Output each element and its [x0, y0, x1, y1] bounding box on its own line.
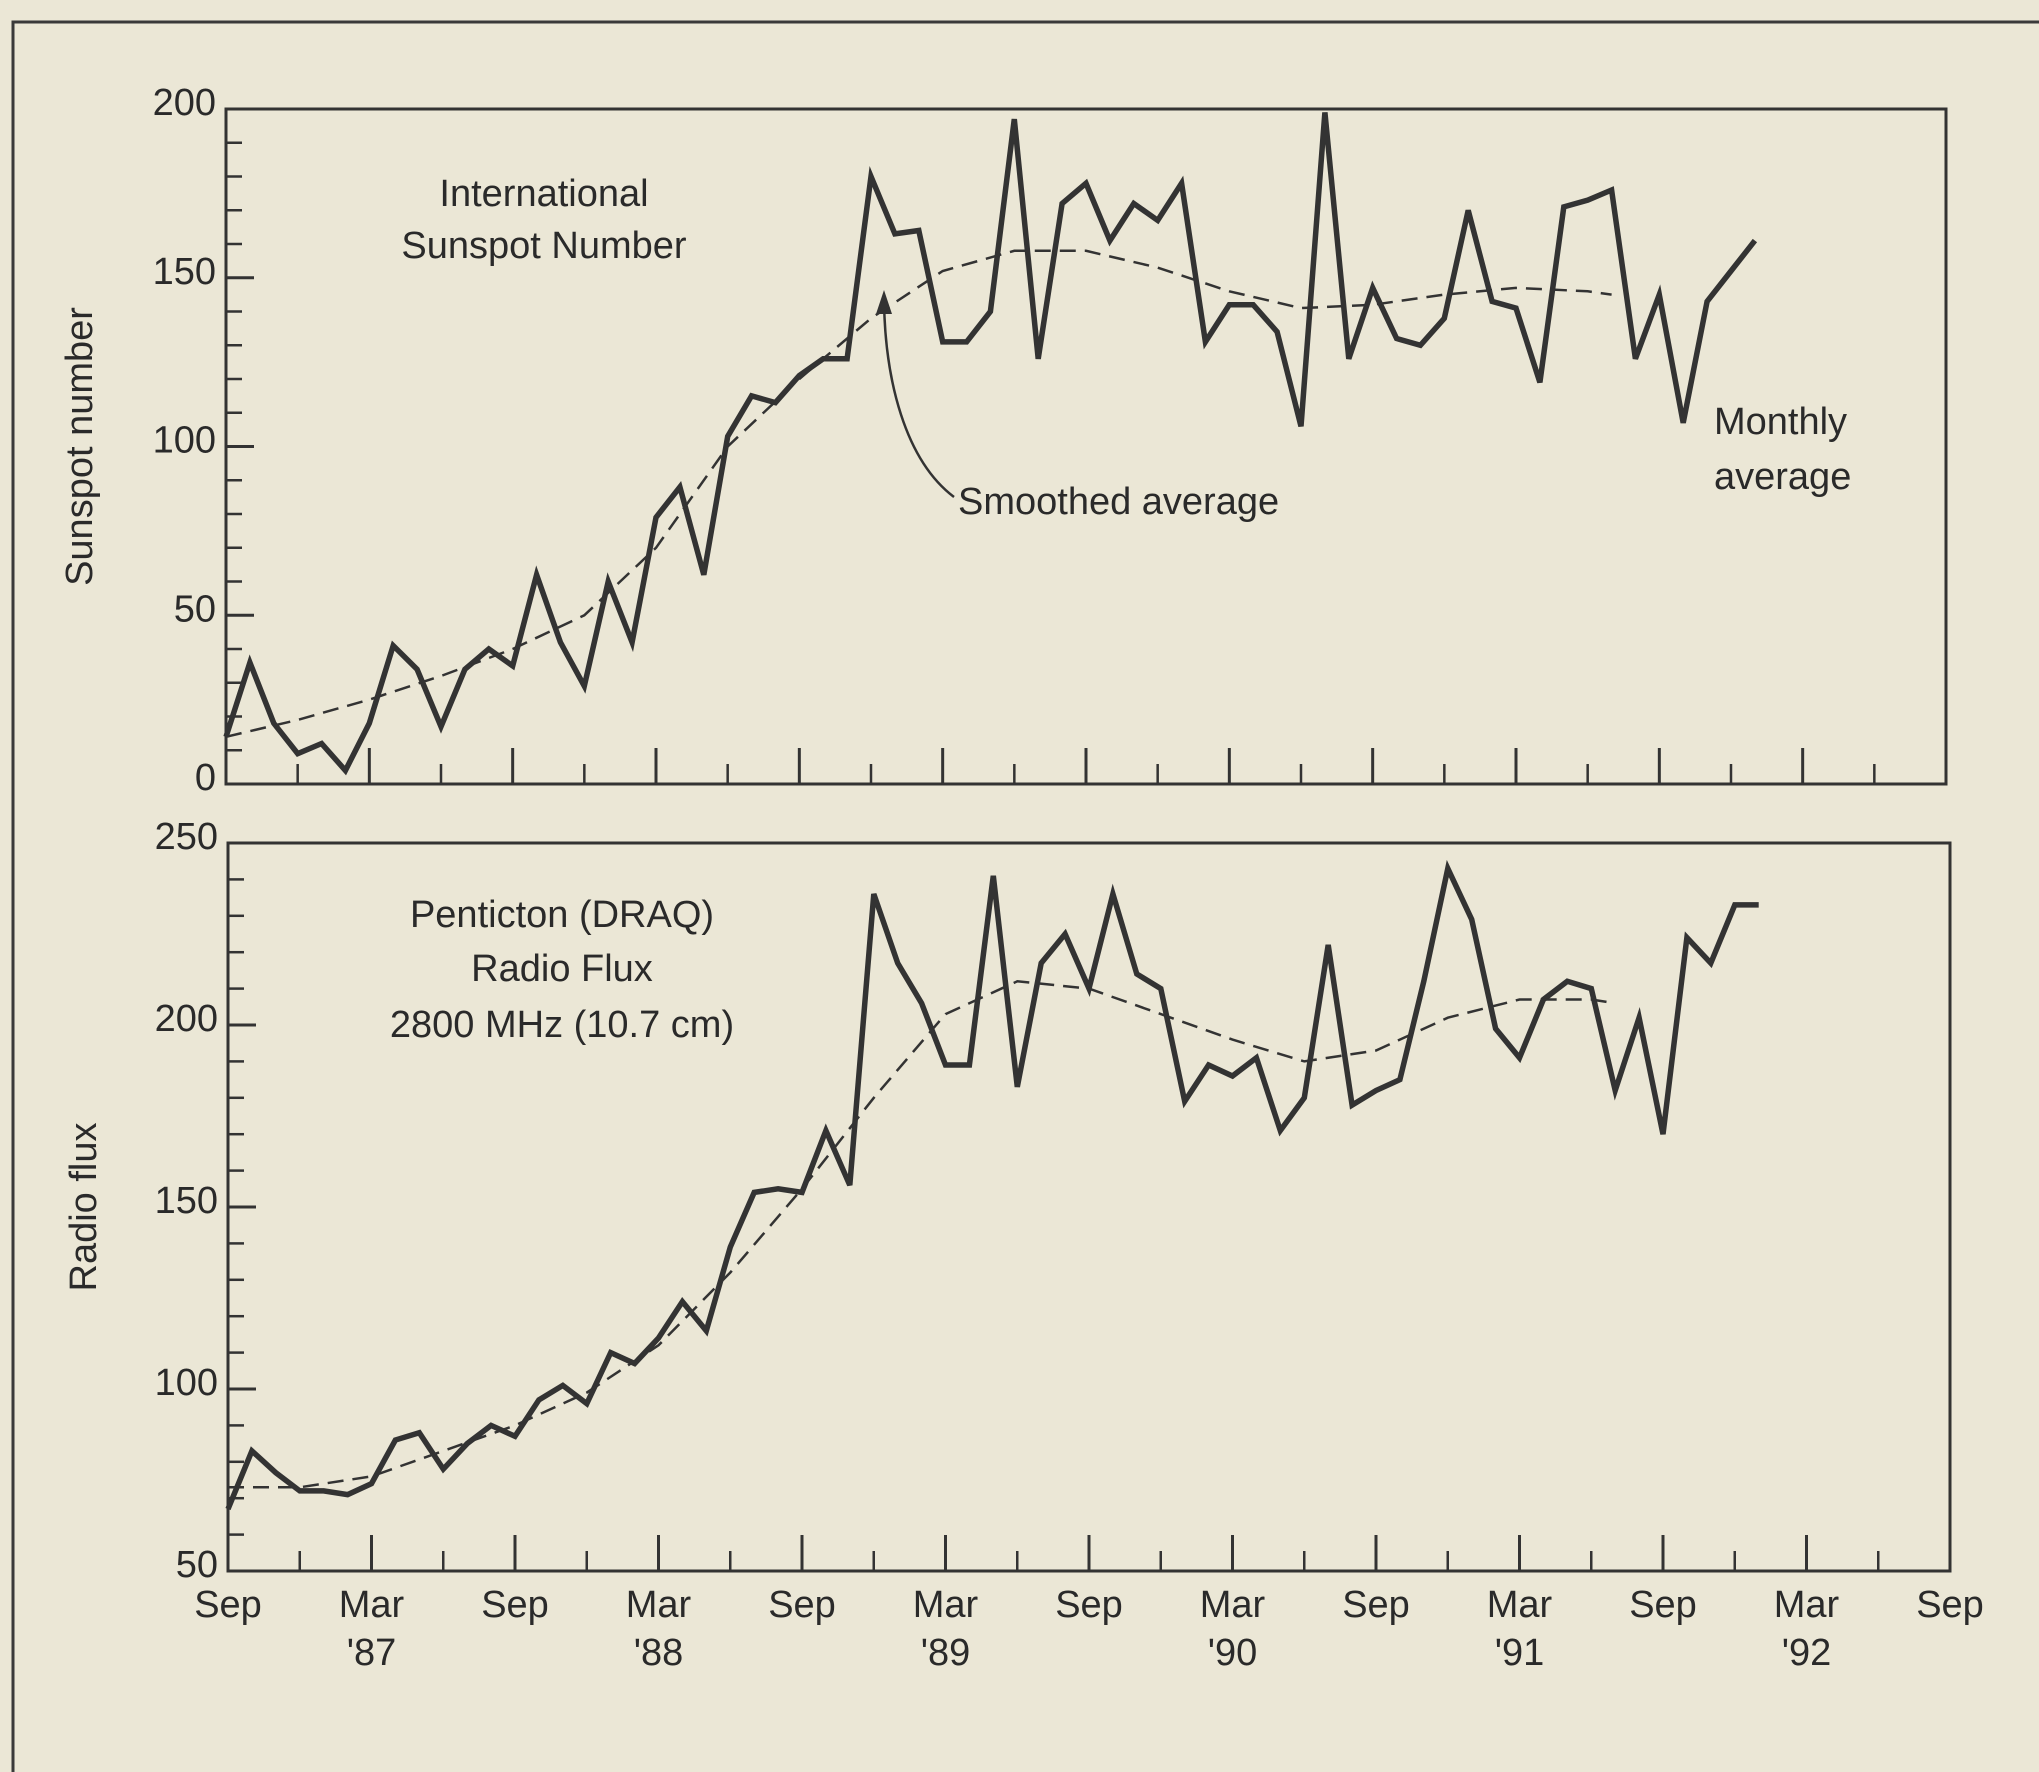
y-tick-label: 50 [174, 588, 216, 630]
x-tick-label: Sep [1629, 1584, 1697, 1626]
annotation: average [1714, 456, 1851, 498]
y-tick-label: 100 [155, 1362, 218, 1404]
annotation: Smoothed average [958, 481, 1279, 523]
y-tick-label: 150 [153, 251, 216, 293]
monthly-line [225, 859, 1759, 1511]
y-tick-label: 250 [155, 816, 218, 858]
annotation: International [439, 173, 648, 215]
annotation-arrow [882, 299, 955, 498]
x-tick-year: '90 [1208, 1632, 1258, 1674]
x-tick-label: Mar [339, 1584, 405, 1626]
x-tick-label: Sep [1916, 1584, 1984, 1626]
x-tick-label: Mar [626, 1584, 692, 1626]
x-tick-year: '88 [634, 1632, 684, 1674]
x-tick-year: '91 [1495, 1632, 1545, 1674]
y-tick-label: 50 [176, 1544, 218, 1586]
x-tick-label: Sep [194, 1584, 262, 1626]
x-tick-label: Sep [481, 1584, 549, 1626]
x-tick-label: Mar [1200, 1584, 1266, 1626]
y-tick-label: 100 [153, 420, 216, 462]
x-tick-label: Sep [1055, 1584, 1123, 1626]
y-tick-label: 0 [195, 757, 216, 799]
x-tick-year: '89 [921, 1632, 971, 1674]
monthly-line [223, 112, 1758, 776]
annotation: Monthly [1714, 401, 1847, 443]
y-tick-label: 200 [153, 82, 216, 124]
x-tick-label: Sep [1342, 1584, 1410, 1626]
annotation: Penticton (DRAQ) [410, 894, 714, 936]
x-tick-label: Mar [913, 1584, 979, 1626]
y-axis-label: Radio flux [63, 1123, 105, 1292]
x-tick-label: Mar [1487, 1584, 1553, 1626]
annotation: Sunspot Number [401, 225, 686, 267]
x-tick-label: Sep [768, 1584, 836, 1626]
x-tick-label: Mar [1774, 1584, 1840, 1626]
smoothed-line [228, 980, 1616, 1489]
y-tick-label: 150 [155, 1180, 218, 1222]
annotation: 2800 MHz (10.7 cm) [390, 1004, 734, 1046]
x-tick-year: '92 [1782, 1632, 1832, 1674]
y-tick-label: 200 [155, 998, 218, 1040]
y-axis-label: Sunspot number [59, 307, 101, 586]
x-tick-year: '87 [347, 1632, 397, 1674]
annotation: Radio Flux [471, 948, 653, 990]
smoothed-line [225, 249, 1612, 739]
page-frame [11, 20, 2039, 1772]
